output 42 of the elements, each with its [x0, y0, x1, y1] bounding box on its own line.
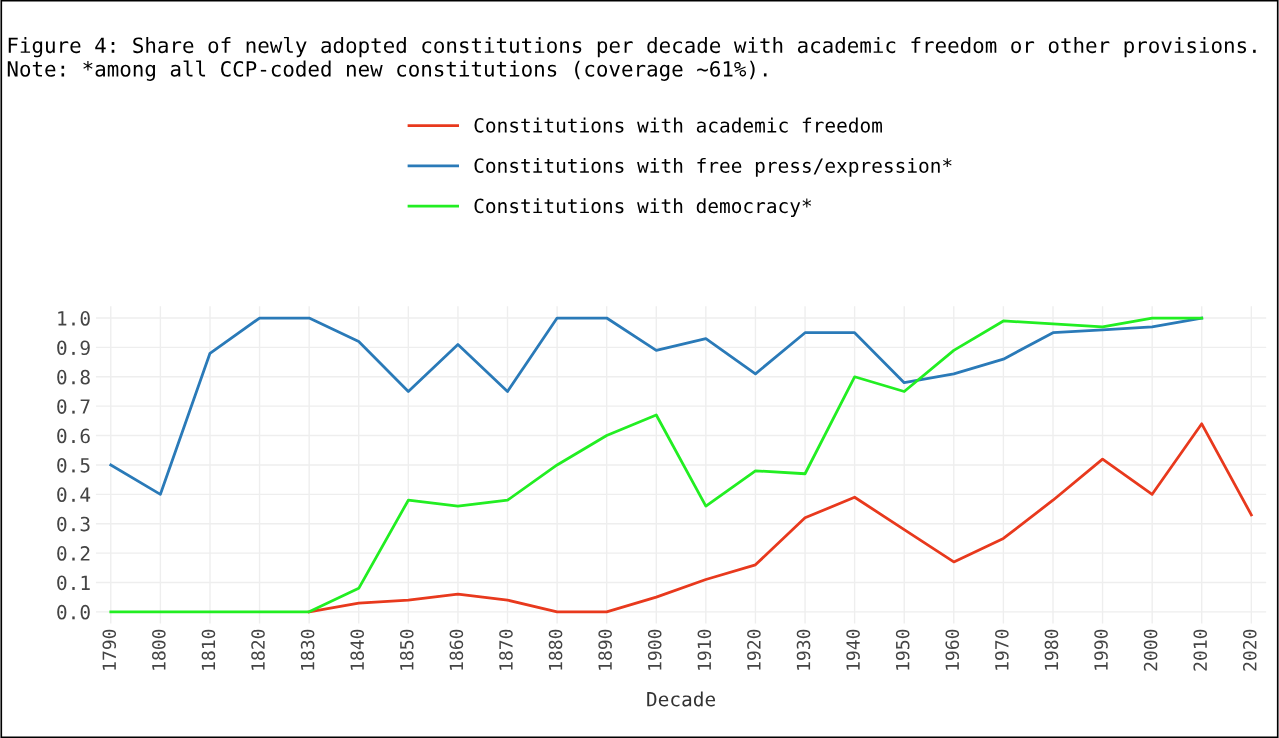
y-tick-label: 0.1 [57, 575, 90, 591]
y-tick-label: 0.4 [57, 487, 91, 503]
x-tick-label: 1990 [1094, 629, 1108, 670]
x-tick-label: 1960 [945, 629, 960, 670]
y-tick-label: 0.9 [57, 340, 90, 356]
line-series [109, 316, 1204, 496]
x-tick-label: 2000 [1143, 629, 1158, 671]
x-axis-title: Decade [647, 691, 716, 707]
x-tick-label: 1970 [995, 629, 1009, 670]
x-tick-label: 1870 [499, 629, 513, 670]
x-tick-label: 1930 [796, 629, 811, 670]
x-tick-label: 1880 [548, 629, 563, 670]
x-tick-label: 2010 [1193, 629, 1208, 671]
x-tick-label: 1940 [846, 629, 860, 670]
x-tick-label: 1820 [251, 629, 265, 670]
y-tick-label: 1.0 [58, 311, 90, 326]
y-tick-label: 0.5 [57, 457, 90, 473]
legend-label: Constitutions with academic freedom [474, 117, 882, 133]
x-tick-label: 1950 [895, 629, 910, 670]
x-tick-label: 1840 [350, 629, 365, 670]
x-tick-label: 1980 [1044, 629, 1059, 670]
x-tick-label: 1790 [102, 629, 117, 670]
legend-label: Constitutions with free press/expression* [474, 157, 952, 177]
x-tick-label: 1920 [747, 629, 761, 670]
x-tick-label: 1830 [300, 629, 315, 670]
x-tick-label: 1890 [598, 629, 612, 670]
x-tick-label: 1860 [449, 629, 464, 670]
y-tick-label: 0.8 [57, 369, 90, 385]
x-tick-label: 1810 [201, 629, 216, 670]
line-series [109, 316, 1204, 614]
y-tick-label: 0.6 [57, 428, 90, 444]
y-tick-label: 0.2 [57, 546, 90, 561]
x-tick-label: 1850 [399, 629, 414, 670]
y-tick-label: 0.7 [57, 399, 90, 414]
x-tick-label: 1900 [647, 629, 662, 670]
chart-title: Figure 4: Share of newly adopted constitutions per decade with academic freedom or other provisions. Note: *among all CCP-coded new constitutions (coverage ~61%). [7, 36, 1256, 81]
x-tick-label: 1910 [697, 629, 712, 670]
x-tick-label: 2020 [1242, 629, 1257, 671]
x-tick-label: 1800 [152, 629, 166, 670]
legend-label: Constitutions with democracy* [474, 198, 812, 218]
y-tick-label: 0.3 [57, 516, 90, 532]
y-tick-label: 0.0 [57, 604, 90, 620]
